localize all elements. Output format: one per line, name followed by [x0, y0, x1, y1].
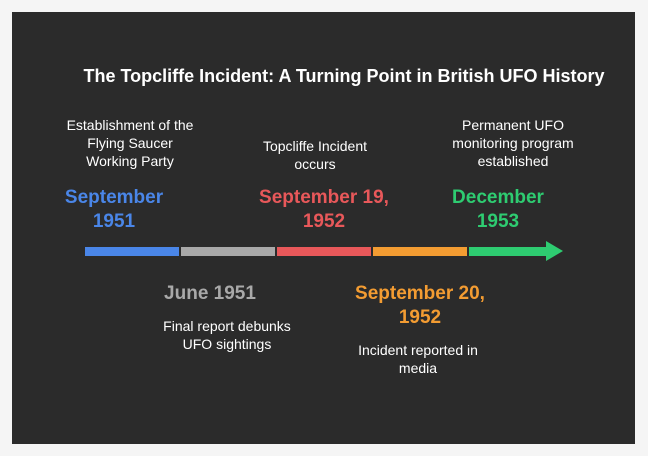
timeline-panel	[12, 12, 635, 444]
timeline-arrowhead	[546, 241, 563, 261]
timeline-segment-jun-1951	[181, 247, 275, 256]
timeline-segment-sep-19-1952	[277, 247, 371, 256]
event-description-dec-1953: Permanent UFO monitoring program establi…	[452, 117, 574, 169]
event-date-sep-19-1952: September 19, 1952	[259, 187, 389, 232]
timeline-segment-sep-20-1952	[373, 247, 467, 256]
timeline-segment-dec-1953	[469, 247, 547, 256]
event-date-sep-20-1952: September 20, 1952	[355, 283, 485, 328]
event-description-sep-20-1952: Incident reported in media	[358, 342, 478, 376]
event-date-dec-1953: December 1953	[452, 187, 544, 232]
event-date-jun-1951: June 1951	[164, 283, 256, 304]
event-date-sep-1951: September 1951	[64, 187, 164, 232]
timeline-segment-sep-1951	[85, 247, 179, 256]
page-title: The Topcliffe Incident: A Turning Point …	[83, 66, 605, 86]
event-description-sep-1951: Establishment of the Flying Saucer Worki…	[66, 117, 194, 169]
event-description-jun-1951: Final report debunks UFO sightings	[163, 318, 291, 352]
event-description-sep-19-1952: Topcliffe Incident occurs	[262, 138, 368, 172]
